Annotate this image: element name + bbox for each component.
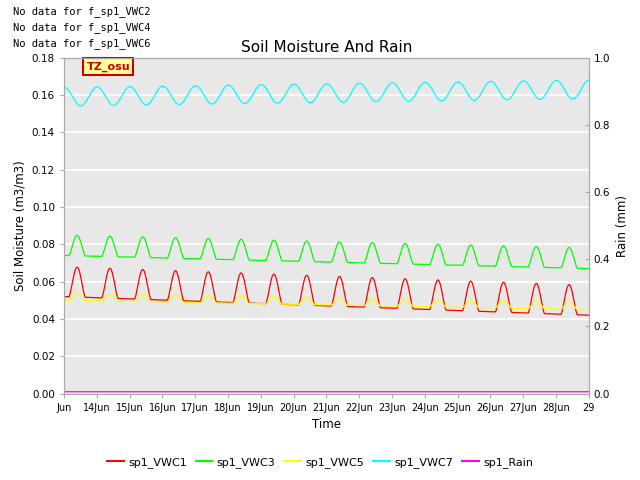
sp1_VWC1 (585, 312, 593, 318)
sp1_VWC7 (454, 79, 462, 85)
sp1_VWC5 (426, 304, 434, 310)
sp1_Rain (393, 389, 401, 395)
sp1_Rain (585, 389, 593, 395)
Line: sp1_VWC1: sp1_VWC1 (64, 267, 589, 315)
sp1_VWC3 (454, 263, 462, 268)
Line: sp1_VWC5: sp1_VWC5 (64, 293, 589, 310)
sp1_VWC1 (426, 306, 434, 312)
Text: No data for f_sp1_VWC4: No data for f_sp1_VWC4 (13, 22, 150, 33)
sp1_VWC7 (77, 103, 84, 109)
sp1_VWC3 (426, 261, 434, 266)
sp1_VWC5 (227, 300, 234, 306)
sp1_VWC5 (393, 303, 401, 309)
X-axis label: Time: Time (312, 418, 341, 431)
sp1_VWC7 (493, 84, 501, 90)
sp1_VWC7 (227, 83, 234, 89)
Y-axis label: Soil Moisture (m3/m3): Soil Moisture (m3/m3) (13, 160, 26, 291)
sp1_VWC5 (454, 304, 462, 310)
sp1_VWC7 (426, 84, 434, 89)
sp1_VWC1 (60, 294, 68, 300)
sp1_VWC7 (426, 84, 434, 89)
Text: No data for f_sp1_VWC2: No data for f_sp1_VWC2 (13, 6, 150, 17)
sp1_VWC7 (60, 84, 68, 90)
sp1_VWC5 (493, 304, 501, 310)
sp1_Rain (426, 389, 434, 395)
sp1_Rain (493, 389, 500, 395)
sp1_VWC1 (227, 300, 234, 305)
sp1_VWC1 (393, 305, 401, 311)
sp1_VWC1 (454, 308, 462, 313)
Legend: sp1_VWC1, sp1_VWC3, sp1_VWC5, sp1_VWC7, sp1_Rain: sp1_VWC1, sp1_VWC3, sp1_VWC5, sp1_VWC7, … (102, 452, 538, 472)
sp1_VWC3 (585, 265, 593, 271)
Title: Soil Moisture And Rain: Soil Moisture And Rain (241, 40, 412, 55)
sp1_VWC3 (393, 261, 401, 266)
sp1_Rain (454, 389, 462, 395)
sp1_VWC1 (74, 264, 81, 270)
Text: TZ_osu: TZ_osu (86, 61, 130, 72)
Line: sp1_VWC3: sp1_VWC3 (64, 235, 589, 268)
sp1_VWC1 (426, 305, 434, 311)
sp1_VWC5 (585, 307, 593, 312)
sp1_VWC5 (60, 298, 68, 303)
sp1_VWC7 (585, 77, 593, 83)
sp1_Rain (426, 389, 434, 395)
sp1_Rain (227, 389, 234, 395)
sp1_VWC3 (493, 259, 501, 265)
Line: sp1_VWC7: sp1_VWC7 (64, 80, 589, 106)
sp1_VWC3 (227, 257, 234, 263)
sp1_VWC5 (74, 290, 81, 296)
sp1_VWC5 (426, 303, 434, 309)
sp1_VWC7 (393, 83, 401, 89)
sp1_Rain (60, 389, 68, 395)
Y-axis label: Rain (mm): Rain (mm) (616, 194, 628, 257)
sp1_VWC1 (493, 303, 501, 309)
Text: No data for f_sp1_VWC6: No data for f_sp1_VWC6 (13, 38, 150, 49)
sp1_VWC3 (60, 252, 68, 258)
sp1_VWC3 (74, 232, 81, 238)
sp1_VWC3 (426, 261, 434, 267)
